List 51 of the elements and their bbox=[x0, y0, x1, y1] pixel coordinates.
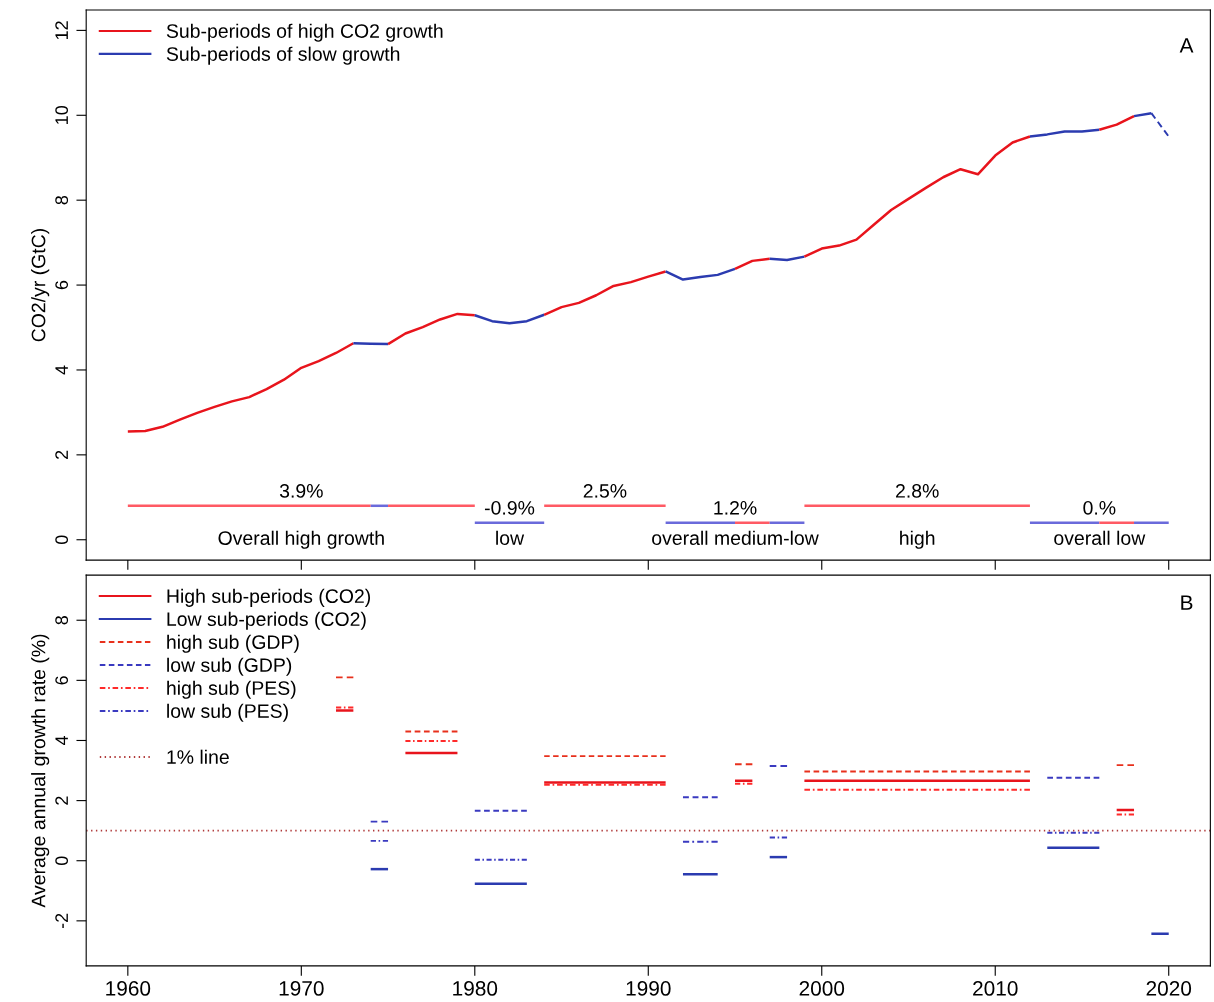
x-tick-label: 1960 bbox=[106, 981, 151, 996]
line-series bbox=[126, 341, 355, 433]
annotation: 3.9% bbox=[279, 484, 323, 498]
y-tick-label: 8 bbox=[55, 616, 69, 625]
y-tick-label: 0 bbox=[55, 535, 69, 545]
annotation: 2.8% bbox=[895, 484, 939, 498]
legend-label: Sub-periods of slow growth bbox=[166, 46, 400, 65]
y-axis-title: CO2/yr (GtC) bbox=[31, 229, 50, 342]
y-tick-label: 6 bbox=[55, 280, 69, 290]
line-series bbox=[664, 267, 737, 281]
line-series bbox=[542, 270, 667, 317]
y-tick-label: 4 bbox=[55, 365, 68, 375]
annotation: overall low bbox=[1054, 530, 1146, 545]
annotation: low bbox=[496, 530, 525, 545]
legend-label: Sub-periods of high CO2 growth bbox=[166, 23, 443, 42]
x-tick-label: 1970 bbox=[279, 981, 324, 996]
y-tick-label: 6 bbox=[55, 676, 69, 685]
line-series bbox=[803, 135, 1032, 258]
x-tick-label: 1990 bbox=[626, 981, 671, 996]
y-tick-label: 12 bbox=[55, 21, 68, 40]
line-series bbox=[473, 313, 546, 325]
annotation: 0.% bbox=[1083, 500, 1116, 515]
legend-label: 1% line bbox=[167, 749, 229, 764]
y-tick-label: -2 bbox=[55, 913, 68, 929]
y-axis-title: Average annual growth rate (%) bbox=[31, 634, 50, 908]
y-tick-label: 8 bbox=[55, 195, 69, 205]
annotation: A bbox=[1179, 38, 1194, 53]
y-tick-label: 4 bbox=[55, 735, 68, 746]
x-tick-label: 2000 bbox=[799, 981, 845, 996]
legend-label: low sub (PES) bbox=[167, 703, 288, 722]
x-tick-label: 2020 bbox=[1146, 981, 1192, 996]
y-tick-label: 2 bbox=[55, 796, 68, 805]
y-tick-label: 0 bbox=[55, 856, 69, 866]
annotation: high bbox=[900, 530, 935, 549]
y-tick-label: 10 bbox=[55, 105, 69, 124]
line-series bbox=[1028, 128, 1101, 138]
y-tick-label: 2 bbox=[55, 450, 68, 459]
legend-label: high sub (PES) bbox=[167, 680, 296, 699]
legend-label: high sub (GDP) bbox=[167, 634, 299, 653]
annotation: 1.2% bbox=[714, 500, 757, 515]
annotation: B bbox=[1181, 595, 1193, 610]
line-series bbox=[386, 312, 477, 346]
annotation: Overall high growth bbox=[218, 530, 384, 549]
annotation: overall medium-low bbox=[652, 530, 819, 545]
legend-label: Low sub-periods (CO2) bbox=[167, 611, 366, 630]
x-tick-label: 2010 bbox=[973, 981, 1018, 996]
legend-label: low sub (GDP) bbox=[167, 657, 292, 676]
annotation: 2.5% bbox=[583, 484, 627, 498]
x-tick-label: 1980 bbox=[453, 981, 498, 996]
legend-label: High sub-periods (CO2) bbox=[167, 588, 371, 607]
annotation: -0.9% bbox=[484, 500, 535, 515]
